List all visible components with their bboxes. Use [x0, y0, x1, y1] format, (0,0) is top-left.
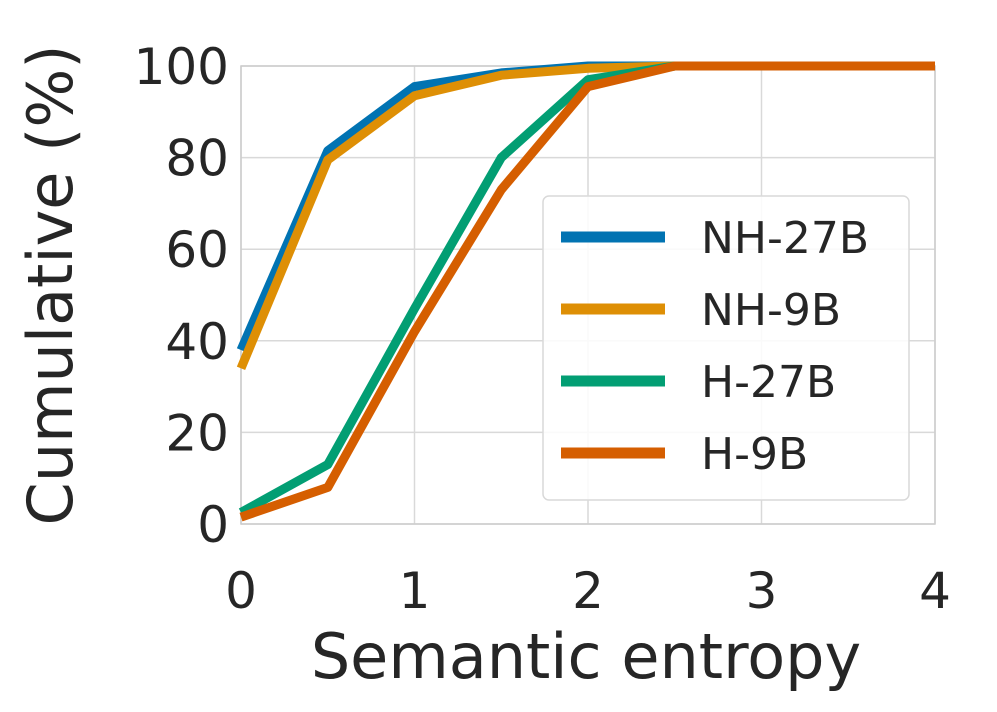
- legend-box: [542, 195, 910, 501]
- y-tick-label: 80: [165, 130, 229, 188]
- legend: NH-27B NH-9B H-27B H-9B: [542, 195, 910, 501]
- legend-label-h-27b: H-27B: [701, 357, 836, 408]
- legend-label-h-9b: H-9B: [701, 429, 808, 480]
- y-tick-label: 0: [197, 496, 229, 554]
- y-tick-label: 20: [165, 404, 229, 462]
- x-tick-label: 4: [919, 562, 951, 620]
- y-axis-label: Cumulative (%): [14, 45, 87, 526]
- x-tick-label: 1: [399, 562, 431, 620]
- series-layer: [236, 61, 935, 522]
- x-tick-labels: 0 1 2 3 4: [225, 562, 951, 620]
- x-tick-label: 0: [225, 562, 257, 620]
- x-axis-label: Semantic entropy: [311, 620, 861, 693]
- y-tick-label: 60: [165, 221, 229, 279]
- y-tick-label: 40: [165, 313, 229, 371]
- legend-label-nh-9b: NH-9B: [701, 285, 841, 336]
- y-tick-labels: 0 20 40 60 80 100: [134, 38, 229, 554]
- y-tick-label: 100: [134, 38, 229, 96]
- x-tick-label: 3: [746, 562, 778, 620]
- legend-label-nh-27b: NH-27B: [701, 213, 869, 264]
- x-tick-label: 2: [572, 562, 604, 620]
- series-line-h-9b: [239, 61, 935, 522]
